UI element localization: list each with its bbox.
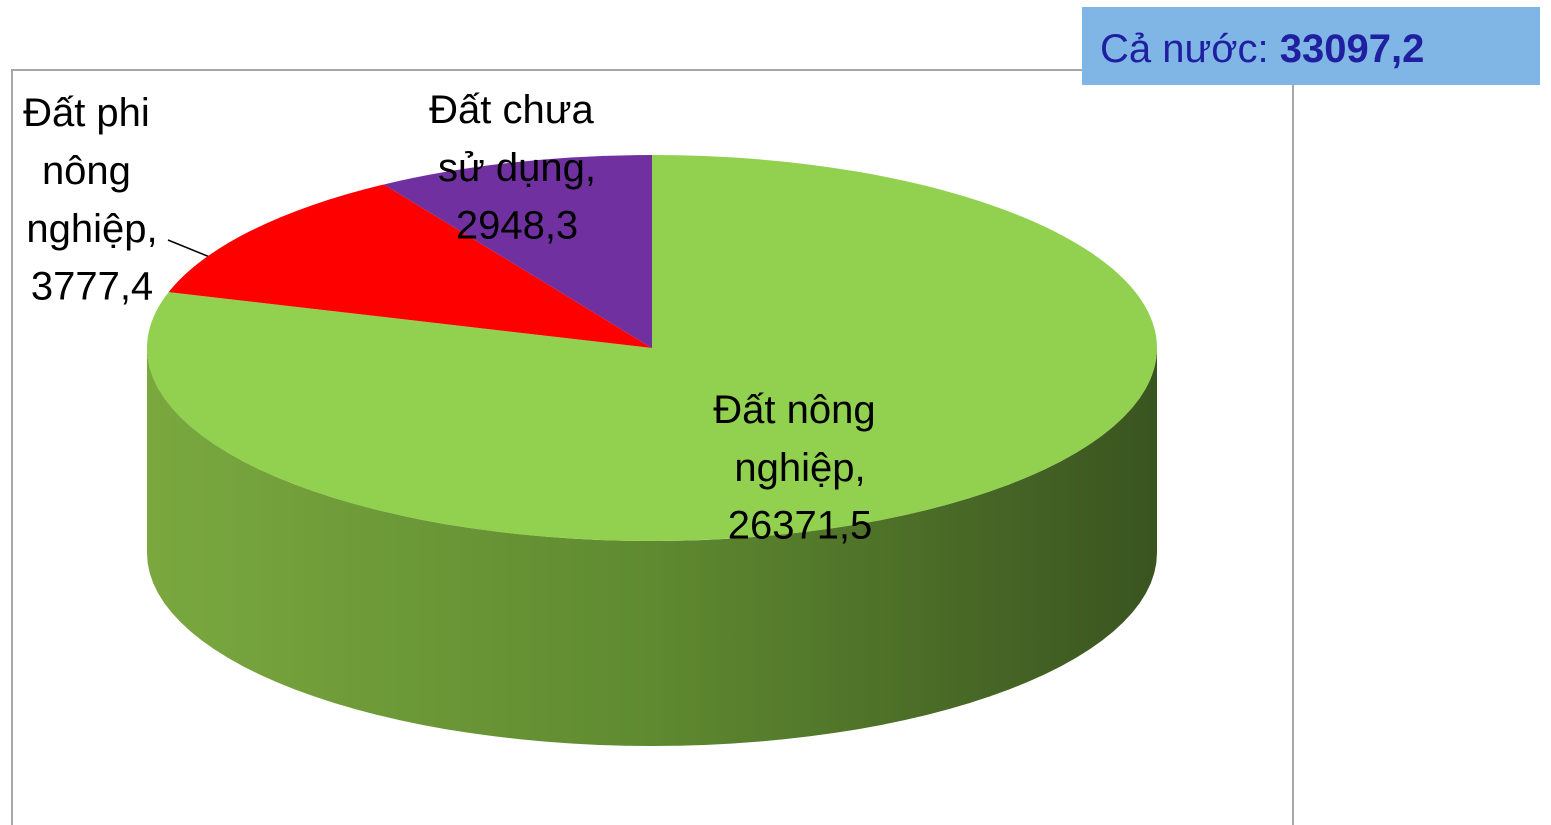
total-label: Cả nước:	[1100, 27, 1269, 71]
slice	[168, 184, 652, 348]
data-label-name: Đất nông nghiệp,	[713, 388, 886, 490]
data-label-value: 2948,3	[456, 204, 578, 248]
slice	[383, 155, 652, 348]
data-label-name: Đất chưa sử dụng,	[429, 88, 605, 190]
total-text: Cả nước: 33097,2	[1100, 27, 1424, 71]
slice-side	[147, 348, 1157, 746]
data-label-value: 26371,5	[728, 504, 873, 548]
data-label-value: 3777,4	[31, 265, 153, 309]
total-box	[1082, 7, 1540, 85]
data-label-name: Đất phi nông nghiệp,	[23, 91, 161, 251]
total-value: 33097,2	[1280, 27, 1425, 71]
plot-area	[11, 69, 1294, 825]
